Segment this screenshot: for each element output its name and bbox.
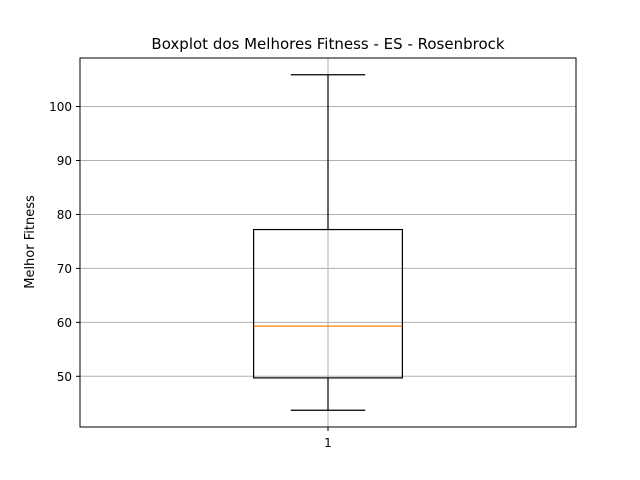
y-tick-label: 60 <box>57 316 72 330</box>
y-tick-label: 70 <box>57 262 72 276</box>
y-tick-label: 50 <box>57 370 72 384</box>
x-tick-label: 1 <box>324 436 332 450</box>
y-tick-label: 80 <box>57 208 72 222</box>
y-tick-label: 100 <box>49 100 72 114</box>
box-iqr <box>253 228 404 379</box>
plot-data <box>253 74 404 411</box>
y-axis-label: Melhor Fitness <box>23 195 38 289</box>
chart-title: Boxplot dos Melhores Fitness - ES - Rose… <box>151 35 504 53</box>
y-tick-label: 90 <box>57 154 72 168</box>
axes: 50 60 70 80 90 100 1 <box>49 100 332 450</box>
plot-area-frame <box>79 57 577 428</box>
